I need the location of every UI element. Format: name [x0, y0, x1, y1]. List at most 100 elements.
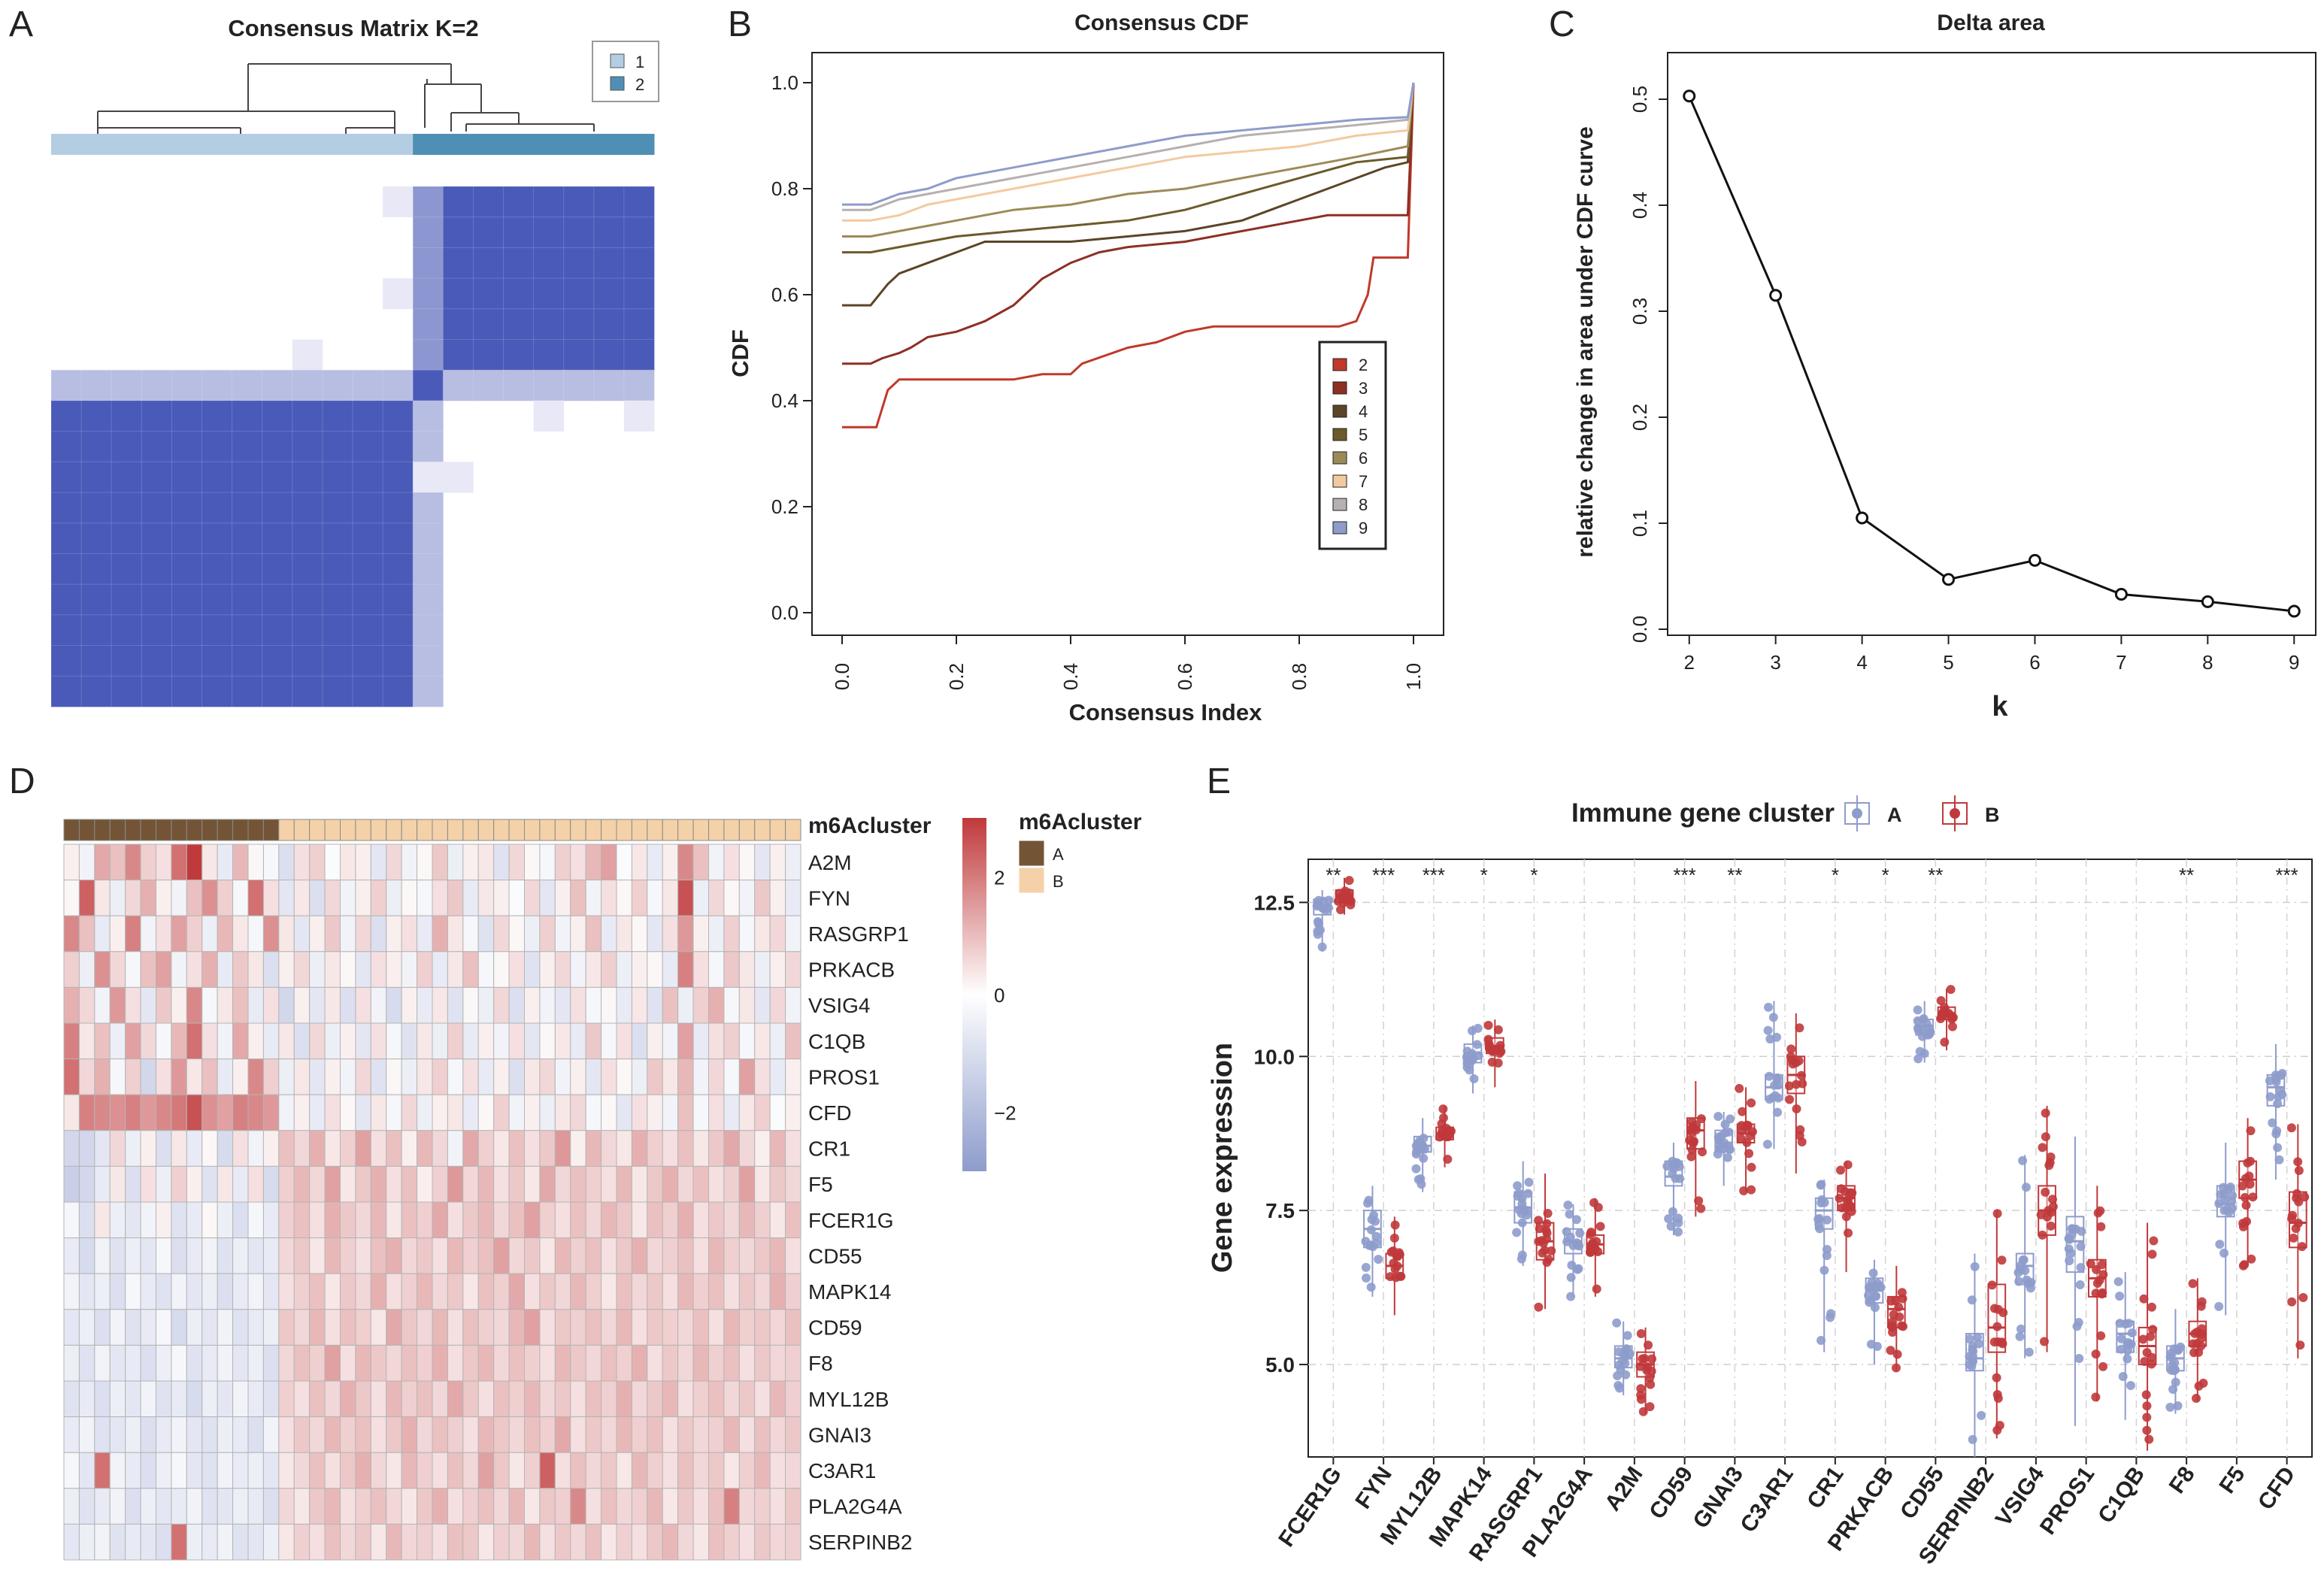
- heatmap-cell: [738, 951, 756, 988]
- heatmap-cell: [585, 1130, 602, 1167]
- heatmap-cell: [677, 1309, 694, 1346]
- matrix-cell: [171, 522, 203, 555]
- heatmap-cell: [109, 1380, 126, 1418]
- box-point-b: [1542, 1219, 1552, 1228]
- heatmap-cell: [585, 1237, 602, 1274]
- heatmap-cell: [462, 880, 479, 916]
- box-point-a: [2075, 1280, 2085, 1290]
- heatmap-cell: [647, 880, 663, 916]
- heatmap-cell: [754, 1022, 771, 1060]
- heatmap-cell: [616, 880, 632, 916]
- heatmap-cell: [493, 880, 510, 916]
- matrix-cell: [623, 217, 655, 249]
- heatmap-cell: [217, 1344, 234, 1382]
- heatmap-cell: [723, 951, 740, 988]
- heatmap-cell: [723, 1488, 740, 1525]
- heatmap-cell: [477, 915, 495, 952]
- heatmap-cell: [601, 986, 617, 1024]
- heatmap-cell: [125, 986, 141, 1024]
- box-point-b: [1495, 1040, 1505, 1050]
- matrix-cell: [262, 400, 293, 432]
- box-point-b: [2241, 1174, 2250, 1183]
- box-point-b: [2086, 1259, 2095, 1269]
- heatmap-cell: [78, 1523, 95, 1561]
- heatmap-cell: [78, 1488, 95, 1525]
- matrix-cell: [472, 308, 504, 341]
- heatmap-cell: [723, 1344, 740, 1382]
- heatmap-cell: [585, 986, 602, 1024]
- heatmap-cell: [631, 1309, 648, 1346]
- delta-y-axis-label: relative change in area under CDF curve: [1573, 126, 1598, 558]
- heatmap-cell: [524, 1058, 541, 1095]
- heatmap-cell: [754, 986, 771, 1024]
- colorbar-tick-label: 0: [994, 984, 1004, 1007]
- matrix-cell: [382, 553, 414, 586]
- heatmap-cell: [324, 951, 341, 988]
- heatmap-cell: [785, 951, 801, 988]
- box-point-b: [1947, 1022, 1957, 1031]
- heatmap-row-label: C1QB: [808, 1030, 865, 1053]
- heatmap-cell: [401, 1201, 418, 1239]
- box-point-b: [2039, 1337, 2049, 1346]
- matrix-cell: [232, 522, 263, 555]
- box-x-tick-label: CD59: [1644, 1462, 1698, 1524]
- box-point-b: [1687, 1145, 1697, 1155]
- significance-marker: ***: [1423, 864, 1445, 886]
- matrix-cell: [80, 431, 113, 463]
- matrix-cell: [382, 400, 414, 432]
- heatmap-cell: [370, 1022, 387, 1060]
- significance-marker: **: [1727, 864, 1742, 886]
- box-point-b: [2286, 1123, 2296, 1133]
- matrix-cell: [442, 339, 474, 371]
- heatmap-cell: [692, 1523, 709, 1561]
- box-point-b: [1784, 1081, 1794, 1091]
- heatmap-cell: [156, 1130, 172, 1167]
- box-point-b: [1336, 905, 1346, 915]
- heatmap-cell: [631, 1344, 648, 1382]
- box-x-tick-label: CFD: [2253, 1462, 2300, 1514]
- cdf-line-k6: [842, 82, 1415, 238]
- box-point-b: [2286, 1213, 2296, 1223]
- heatmap-cell: [171, 1273, 187, 1310]
- heatmap-cell: [662, 1452, 679, 1489]
- box-point-b: [1992, 1209, 2002, 1219]
- box-point-a: [2268, 1118, 2277, 1128]
- box-point-b: [1797, 1137, 1807, 1146]
- heatmap-cell: [692, 986, 709, 1024]
- matrix-cell: [442, 461, 474, 493]
- cdf-line-k4: [842, 82, 1415, 307]
- heatmap-cell: [309, 1488, 326, 1525]
- cluster-annotation-cell: [631, 819, 648, 841]
- box-point-b: [1592, 1237, 1601, 1246]
- heatmap-cell: [171, 951, 187, 988]
- matrix-cell: [141, 369, 173, 401]
- heatmap-cell: [738, 1416, 756, 1453]
- heatmap-cell: [417, 843, 433, 881]
- heatmap-cell: [662, 1094, 679, 1131]
- box-point-b: [2190, 1328, 2200, 1338]
- box-point-b: [2091, 1392, 2101, 1402]
- heatmap-cell: [616, 1165, 632, 1203]
- matrix-cell: [50, 369, 82, 401]
- heatmap-cell: [386, 1344, 402, 1382]
- heatmap-cell: [386, 1165, 402, 1203]
- heatmap-cell: [432, 1488, 448, 1525]
- heatmap-cell: [508, 1416, 525, 1453]
- heatmap-cell: [738, 915, 756, 952]
- heatmap-cell: [309, 843, 326, 881]
- matrix-cell: [533, 186, 565, 218]
- matrix-cell: [623, 400, 655, 432]
- heatmap-cell: [140, 843, 156, 881]
- heatmap-cell: [201, 1058, 218, 1095]
- heatmap-cell: [156, 1309, 172, 1346]
- heatmap-cell: [78, 1309, 95, 1346]
- box-point-a: [1575, 1228, 1585, 1238]
- box-point-b: [2297, 1242, 2307, 1252]
- matrix-cell: [111, 369, 143, 401]
- heatmap-cell: [247, 843, 264, 881]
- matrix-cell: [201, 522, 233, 555]
- matrix-cell: [412, 645, 444, 677]
- box-point-a: [1419, 1153, 1429, 1163]
- heatmap-cell: [570, 1130, 586, 1167]
- cdf-y-tick-label: 0.2: [771, 495, 798, 518]
